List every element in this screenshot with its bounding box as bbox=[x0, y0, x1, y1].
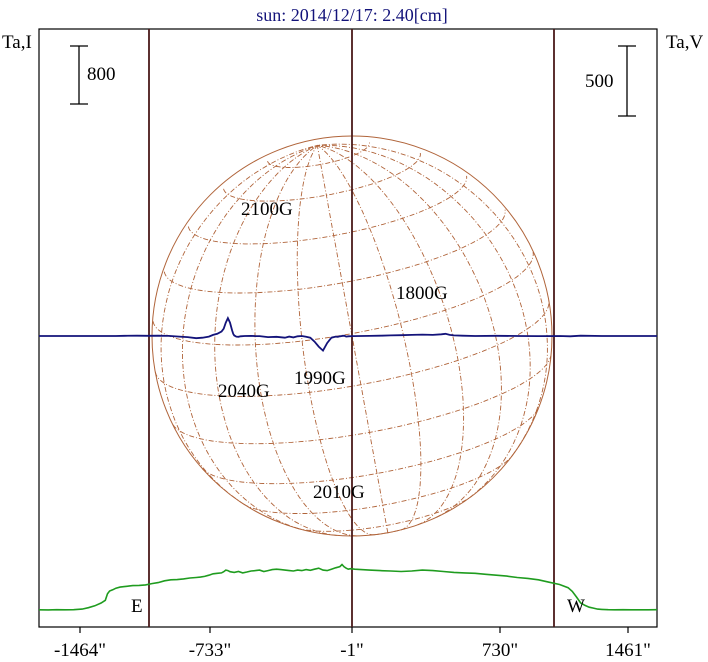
right-axis-label: Ta,V bbox=[666, 32, 703, 53]
x-tick-label-4: 1461" bbox=[605, 640, 651, 661]
left-scale-value: 800 bbox=[87, 64, 116, 85]
annotation-2010g: 2010G bbox=[313, 482, 365, 503]
x-tick-label-1: -733" bbox=[189, 640, 232, 661]
grid-line-17 bbox=[317, 144, 422, 531]
grid-line-19 bbox=[317, 144, 502, 518]
series-v-line bbox=[39, 315, 657, 353]
grid-line-8 bbox=[187, 175, 468, 245]
grid-line-20 bbox=[317, 144, 531, 499]
annotation-2100g: 2100G bbox=[241, 199, 293, 220]
grid-line-12 bbox=[181, 144, 318, 530]
grid-line-18 bbox=[317, 144, 465, 526]
annotation-1800g: 1800G bbox=[396, 283, 448, 304]
left-axis-label: Ta,I bbox=[2, 32, 32, 53]
right-scale-value: 500 bbox=[585, 71, 614, 92]
annotation-1990g: 1990G bbox=[294, 368, 346, 389]
reference-lines bbox=[148, 29, 555, 627]
chart-title: sun: 2014/12/17: 2.40[cm] bbox=[256, 5, 448, 25]
grid-line-14 bbox=[254, 144, 358, 537]
x-tick-label-3: 730" bbox=[482, 640, 518, 661]
grid-line-3 bbox=[201, 407, 540, 485]
grid-line-7 bbox=[163, 209, 506, 294]
plot-frame bbox=[38, 28, 658, 628]
west-limb-label: W bbox=[567, 596, 585, 617]
grid-line-15 bbox=[296, 145, 375, 536]
left-scale-bar bbox=[70, 45, 88, 105]
x-tick-label-0: -1464" bbox=[54, 640, 106, 661]
grid-line-2 bbox=[243, 455, 513, 514]
grid-line-16 bbox=[316, 145, 389, 533]
grid-line-21 bbox=[317, 143, 548, 456]
right-scale-bar bbox=[618, 45, 636, 117]
grid-line-11 bbox=[160, 144, 318, 505]
solar-disk-grid bbox=[151, 135, 553, 537]
annotation-2040g: 2040G bbox=[218, 381, 270, 402]
x-axis-ticks bbox=[79, 627, 629, 633]
x-tick-label-2: -1" bbox=[340, 640, 364, 661]
grid-line-6 bbox=[152, 252, 534, 346]
grid-line-13 bbox=[214, 144, 337, 536]
grid-line-9 bbox=[223, 152, 421, 202]
series-i-line bbox=[38, 563, 658, 611]
east-limb-label: E bbox=[131, 596, 143, 617]
